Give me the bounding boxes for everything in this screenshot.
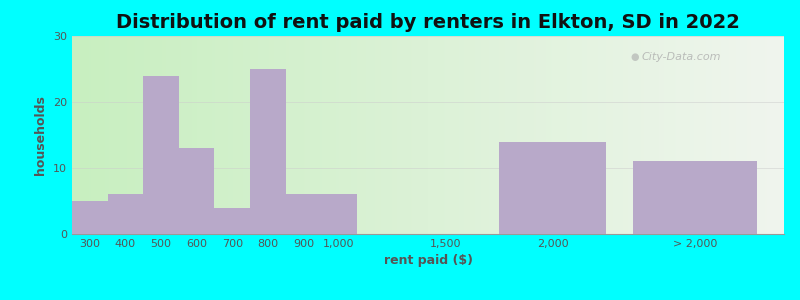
- Bar: [143, 76, 178, 234]
- Text: City-Data.com: City-Data.com: [642, 52, 721, 62]
- Bar: [214, 208, 250, 234]
- Bar: [72, 201, 107, 234]
- Bar: [499, 142, 606, 234]
- Text: ●: ●: [631, 52, 639, 62]
- Bar: [107, 194, 143, 234]
- Title: Distribution of rent paid by renters in Elkton, SD in 2022: Distribution of rent paid by renters in …: [116, 13, 740, 32]
- Bar: [179, 148, 214, 234]
- X-axis label: rent paid ($): rent paid ($): [383, 254, 473, 267]
- Bar: [250, 69, 286, 234]
- Y-axis label: households: households: [34, 95, 47, 175]
- Bar: [286, 194, 322, 234]
- Bar: [633, 161, 758, 234]
- Bar: [322, 194, 357, 234]
